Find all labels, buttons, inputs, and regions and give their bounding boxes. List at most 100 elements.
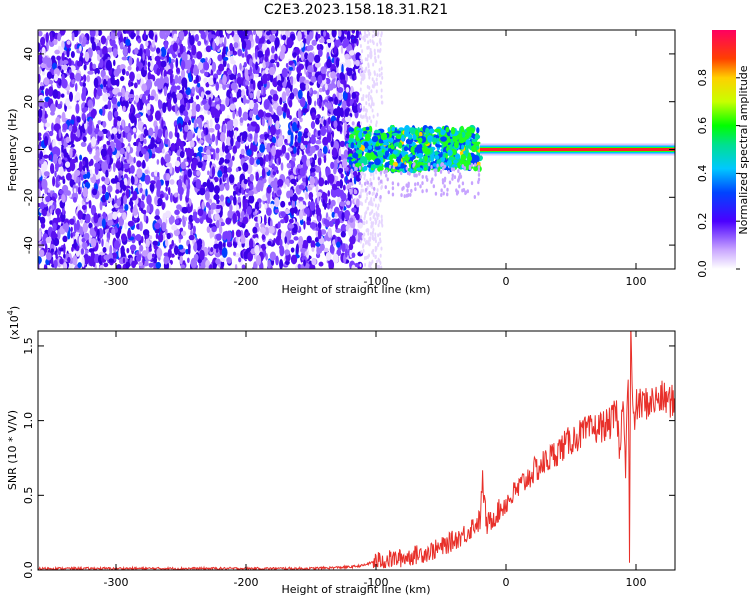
- heatmap-cell: [107, 99, 112, 110]
- heatmap-cell: [187, 247, 191, 255]
- heatmap-cell: [300, 247, 307, 254]
- heatmap-cell: [176, 138, 181, 145]
- heatmap-cell: [171, 85, 177, 92]
- heatmap-cell: [201, 201, 205, 210]
- heatmap-cell: [268, 226, 275, 234]
- heatmap-cell: [229, 93, 233, 98]
- heatmap-cell: [220, 257, 226, 263]
- heatmap-cell: [193, 241, 198, 253]
- heatmap-cell: [77, 262, 82, 269]
- heatmap-cell: [61, 194, 66, 203]
- heatmap-cell: [372, 114, 375, 119]
- heatmap-cell: [169, 192, 174, 203]
- heatmap-cell: [368, 190, 371, 195]
- heatmap-cell: [440, 188, 443, 193]
- heatmap-cell: [44, 229, 49, 234]
- heatmap-cell: [217, 129, 220, 141]
- heatmap-cell: [451, 176, 454, 181]
- heatmap-cell: [328, 173, 335, 184]
- heatmap-cell: [69, 148, 73, 159]
- heatmap-cell: [364, 199, 367, 204]
- heatmap-cell: [275, 255, 279, 266]
- heatmap-cell: [254, 244, 260, 255]
- heatmap-cell: [138, 261, 143, 266]
- heatmap-cell: [45, 195, 51, 203]
- heatmap-cell: [229, 42, 234, 52]
- heatmap-cell: [61, 64, 68, 71]
- heatmap-cell: [369, 177, 372, 182]
- heatmap-cell: [316, 34, 321, 39]
- heatmap-cell: [304, 52, 309, 60]
- heatmap-cell: [446, 192, 449, 197]
- heatmap-cell: [240, 210, 245, 220]
- heatmap-cell: [374, 239, 377, 244]
- heatmap-cell: [279, 219, 286, 224]
- heatmap-cell: [287, 147, 293, 152]
- heatmap-cell: [119, 33, 124, 45]
- heatmap-cell: [111, 96, 118, 105]
- heatmap-cell: [112, 48, 118, 57]
- heatmap-cell: [252, 106, 259, 115]
- heatmap-cell: [103, 78, 107, 88]
- heatmap-cell: [368, 115, 371, 120]
- heatmap-cell: [58, 175, 65, 180]
- heatmap-cell: [183, 124, 189, 132]
- heatmap-cell: [43, 135, 49, 147]
- heatmap-cell: [243, 178, 248, 185]
- heatmap-cell: [139, 221, 143, 232]
- heatmap-cell: [452, 138, 458, 143]
- heatmap-cell: [376, 73, 379, 78]
- heatmap-cell: [371, 230, 374, 235]
- heatmap-cell: [191, 86, 196, 94]
- heatmap-cell: [124, 151, 128, 157]
- heatmap-cell: [97, 130, 104, 137]
- heatmap-cell: [379, 47, 382, 52]
- heatmap-cell: [270, 203, 275, 209]
- heatmap-cell: [391, 126, 395, 132]
- heatmap-cell: [299, 96, 306, 108]
- heatmap-cell: [205, 90, 211, 95]
- heatmap-cell: [371, 77, 374, 82]
- heatmap-cell: [343, 80, 347, 88]
- heatmap-cell: [56, 55, 61, 61]
- heatmap-cell: [381, 75, 384, 80]
- heatmap-cell: [78, 189, 82, 195]
- heatmap-cell: [366, 33, 369, 38]
- heatmap-cell: [146, 204, 151, 214]
- heatmap-cell: [43, 171, 50, 177]
- heatmap-cell: [419, 184, 422, 189]
- heatmap-cell: [61, 111, 66, 123]
- heatmap-cell: [100, 148, 108, 158]
- heatmap-cell: [63, 253, 66, 259]
- heatmap-cell: [327, 83, 334, 91]
- heatmap-cell: [254, 201, 260, 211]
- heatmap-cell: [378, 67, 381, 72]
- heatmap-cell: [113, 117, 118, 128]
- heatmap-cell: [172, 42, 178, 52]
- heatmap-cell: [61, 52, 65, 62]
- heatmap-cell: [252, 80, 256, 91]
- heatmap-cell: [359, 174, 362, 179]
- heatmap-cell: [379, 239, 382, 244]
- heatmap-cell: [311, 257, 317, 266]
- heatmap-cell: [90, 238, 97, 248]
- heatmap-cell: [403, 194, 406, 199]
- heatmap-cell: [148, 235, 153, 240]
- heatmap-cell: [352, 105, 359, 114]
- heatmap-cell: [249, 92, 254, 99]
- heatmap-cell: [52, 232, 58, 240]
- heatmap-cell: [205, 149, 211, 156]
- heatmap-cell: [447, 149, 453, 156]
- heatmap-cell: [321, 192, 328, 198]
- heatmap-cell: [380, 66, 383, 71]
- heatmap-cell: [241, 135, 245, 142]
- heatmap-cell: [130, 103, 134, 113]
- heatmap-cell: [91, 188, 98, 196]
- heatmap-cell: [351, 181, 354, 186]
- heatmap-cell: [476, 127, 480, 134]
- heatmap-cell: [67, 58, 72, 67]
- heatmap-cell: [264, 49, 269, 58]
- heatmap-cell: [210, 202, 217, 210]
- heatmap-cell: [116, 78, 120, 87]
- heatmap-cell: [219, 157, 225, 164]
